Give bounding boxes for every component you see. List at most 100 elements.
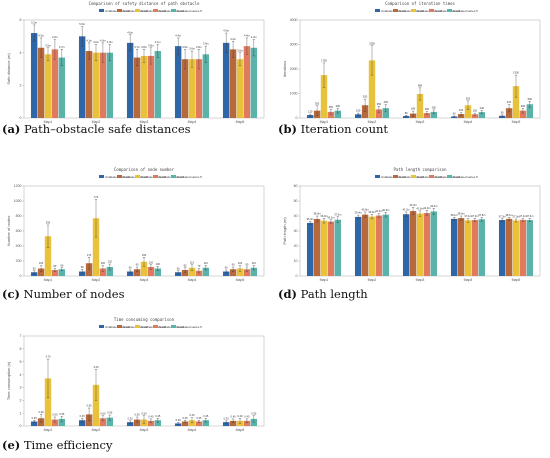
bar [106,52,114,118]
bar [51,419,59,426]
x-tick-label: Map1 [44,120,53,124]
data-label: 0.90 [87,404,93,408]
data-label: 0.50 [141,411,147,415]
data-label: 1750 [321,58,327,62]
data-label: 300 [315,101,320,105]
y-axis-label: Iterations [282,61,287,77]
x-tick-label: Map4 [188,428,197,432]
data-label: 3.70 [45,355,51,359]
y-tick-label: 0 [20,274,22,278]
x-tick-label: Map4 [188,120,197,124]
data-label: 3.7m [134,45,140,49]
bar [181,59,189,118]
x-tick-label: Map5 [512,120,521,124]
y-tick-label: 1000 [290,92,298,96]
bar [423,113,431,118]
legend-swatch [117,175,122,178]
bar [430,211,438,276]
data-label: 110 [190,260,195,264]
x-tick-label: Map2 [92,120,101,124]
data-label: 520 [363,95,368,99]
bar [51,49,59,118]
bar [133,269,141,276]
data-label: 39.4m [355,211,362,215]
x-tick-label: Map3 [416,278,425,282]
legend-swatch [99,9,104,12]
data-label: 120 [108,260,113,264]
data-label: 39.6m [368,210,375,214]
data-label: 190 [142,253,147,257]
data-label: 90 [245,263,248,267]
legend-label: Unlabeled series 5 [453,175,478,179]
legend-swatch [171,175,176,178]
bar [222,271,230,276]
data-label: 35.4m [307,217,314,221]
y-tick-label: 800 [16,214,22,218]
data-label: 100 [238,261,243,265]
caption-e: (e) Time efficiency [2,438,113,452]
legend-swatch [393,175,398,178]
data-label: 4.0m [93,40,99,44]
chart-panel-c: Comparison of node number Unlabeled serie… [2,167,270,288]
y-tick-label: 0 [20,424,22,428]
data-label: 0.60 [39,410,45,414]
data-label: 4.4m [175,34,181,38]
x-tick-label: Map3 [140,428,149,432]
legend-label: Unlabeled series 5 [177,175,202,179]
bar [140,261,148,276]
data-label: 40.9m [361,208,368,212]
bar [147,267,155,276]
data-label: 250 [329,105,334,109]
chart-title: Comparison of iteration times [385,1,455,6]
bar [354,114,362,118]
data-label: 90 [136,263,139,267]
bar [174,46,182,119]
chart-a: Comparison of safety distance of path ob… [6,1,265,124]
bar [478,112,486,118]
legend-swatch [429,9,434,12]
data-label: 3.6m [189,47,195,51]
bar [505,108,513,118]
data-label: 3.6m [182,45,188,49]
data-label: 150 [356,109,361,113]
x-tick-label: Map3 [140,278,149,282]
bar [78,420,86,426]
bar [147,55,155,118]
data-label: 4.3m [251,35,257,39]
data-label: 42.0m [423,206,430,210]
legend-swatch [393,9,398,12]
x-tick-label: Map3 [140,120,149,124]
data-label: 4.2m [230,37,236,41]
bar [382,214,390,276]
data-label: 80 [53,264,56,268]
data-label: 4.3m [38,34,44,38]
data-label: 100 [156,262,161,266]
bar [147,420,155,426]
bar [92,52,100,118]
data-label: 0.20 [176,418,182,422]
bar [382,108,390,118]
bar [450,116,458,118]
data-label: 100 [39,261,44,265]
bar [368,216,376,276]
y-axis-label: Safe distance (m) [6,53,11,85]
data-label: 110 [204,261,209,265]
bar [99,52,107,118]
bar [243,46,251,119]
data-label: 0.35 [196,416,202,420]
caption-c: (c) Number of nodes [2,287,125,301]
bar [512,86,520,118]
data-label: 37.5m [334,212,341,216]
data-label: 37.4m [519,214,526,218]
data-label: 70 [197,264,200,268]
bar [236,59,244,118]
y-tick-label: 4 [20,373,22,377]
bar [334,110,342,118]
y-tick-label: 4000 [290,18,298,22]
y-tick-label: 50 [294,199,298,203]
legend-swatch [411,175,416,178]
y-tick-label: 2000 [290,67,298,71]
bar [92,218,100,276]
bar [37,268,45,276]
